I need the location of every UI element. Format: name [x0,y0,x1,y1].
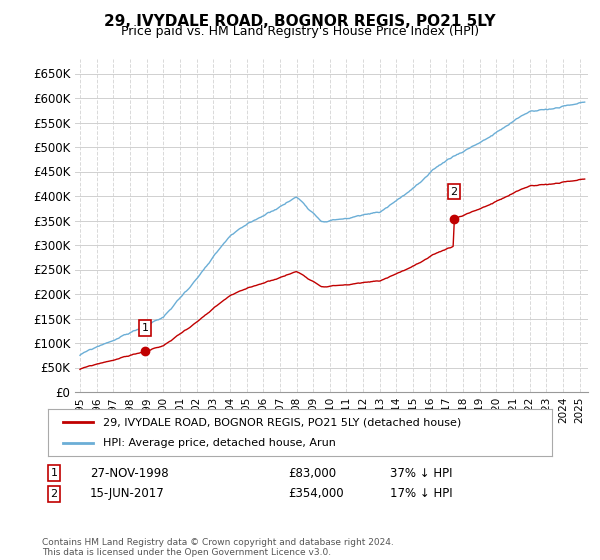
Text: 29, IVYDALE ROAD, BOGNOR REGIS, PO21 5LY (detached house): 29, IVYDALE ROAD, BOGNOR REGIS, PO21 5LY… [103,417,461,427]
Text: 2: 2 [50,489,58,499]
Text: 27-NOV-1998: 27-NOV-1998 [90,466,169,480]
Text: 1: 1 [142,323,148,333]
Text: Price paid vs. HM Land Registry's House Price Index (HPI): Price paid vs. HM Land Registry's House … [121,25,479,38]
Text: 17% ↓ HPI: 17% ↓ HPI [390,487,452,501]
Text: 29, IVYDALE ROAD, BOGNOR REGIS, PO21 5LY: 29, IVYDALE ROAD, BOGNOR REGIS, PO21 5LY [104,14,496,29]
Text: £83,000: £83,000 [288,466,336,480]
Text: 1: 1 [50,468,58,478]
Text: 15-JUN-2017: 15-JUN-2017 [90,487,165,501]
Text: HPI: Average price, detached house, Arun: HPI: Average price, detached house, Arun [103,438,337,448]
Text: 2: 2 [451,186,457,197]
Text: Contains HM Land Registry data © Crown copyright and database right 2024.
This d: Contains HM Land Registry data © Crown c… [42,538,394,557]
Text: £354,000: £354,000 [288,487,344,501]
Text: 37% ↓ HPI: 37% ↓ HPI [390,466,452,480]
